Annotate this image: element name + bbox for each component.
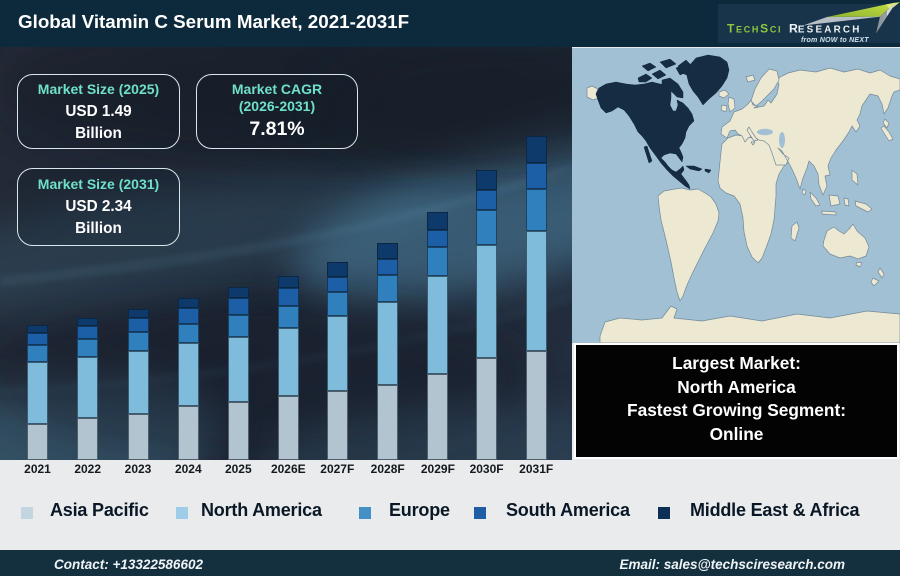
svg-text:RESEARCH: RESEARCH xyxy=(789,22,862,36)
svg-text:from NOW to NEXT: from NOW to NEXT xyxy=(801,36,869,44)
svg-text:TECHSCI: TECHSCI xyxy=(727,22,782,36)
